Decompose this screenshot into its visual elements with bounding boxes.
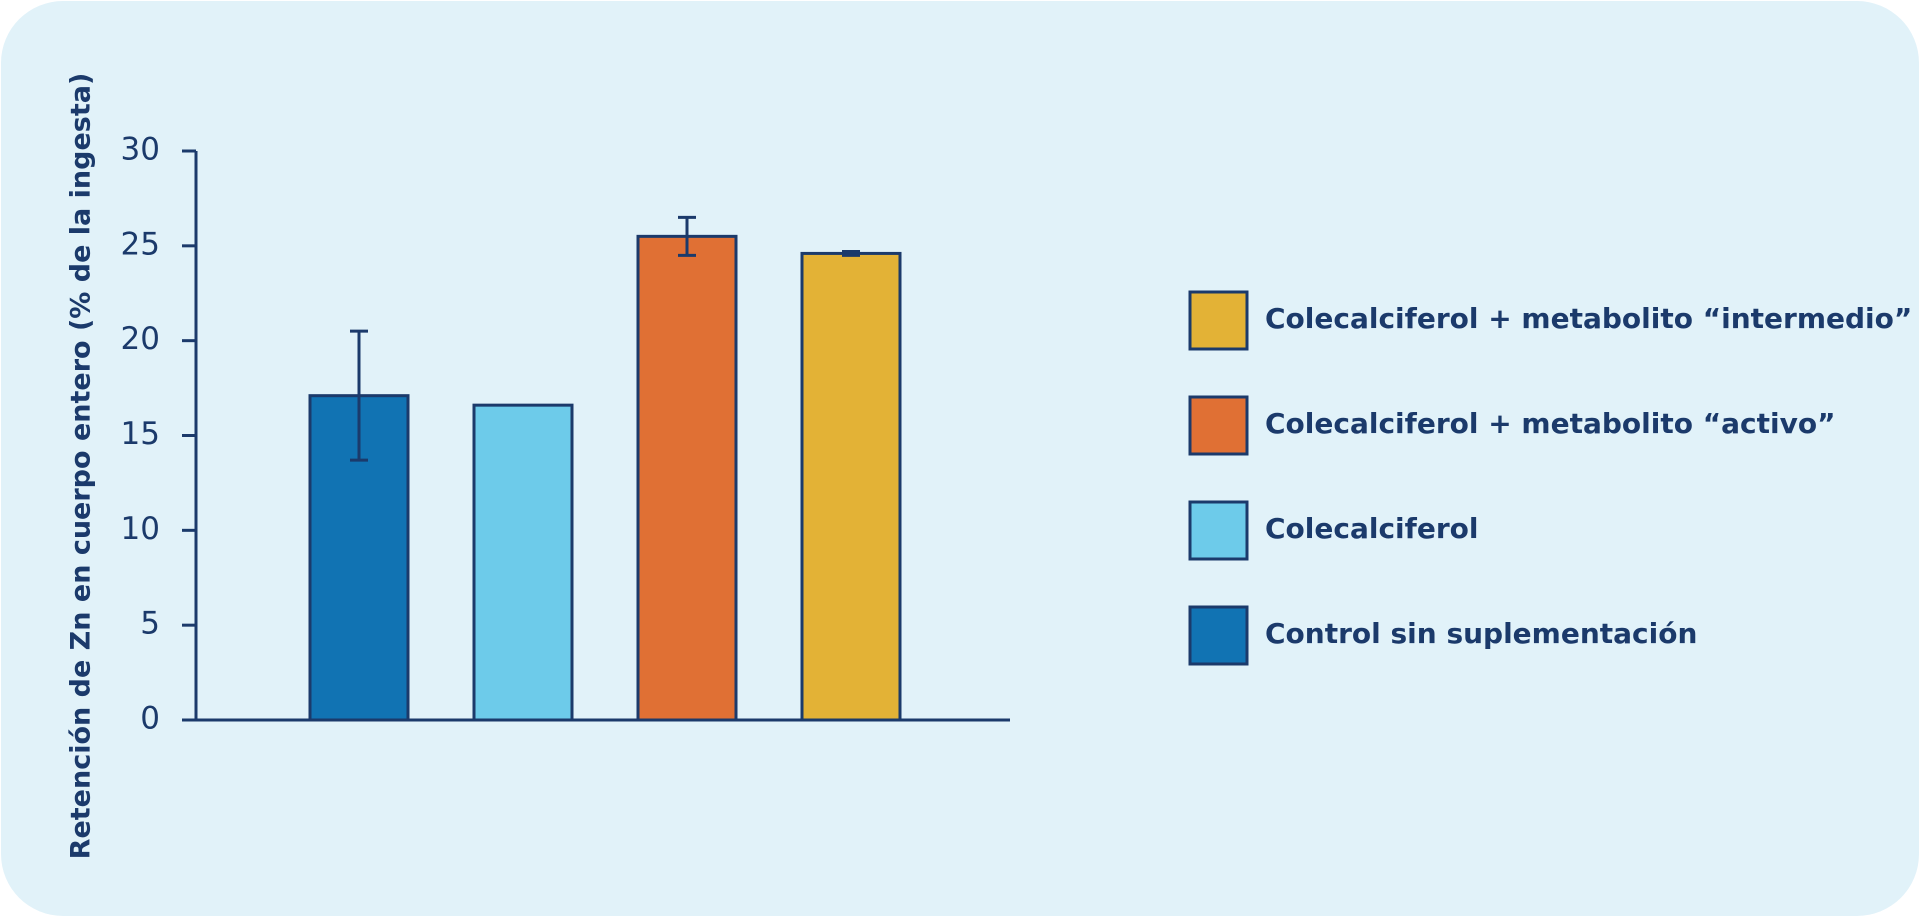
y-tick-label: 25 [121,226,160,262]
error-bar [350,329,368,462]
bar [800,251,902,722]
y-tick-label: 30 [121,132,160,168]
bar [472,403,574,722]
y-tick-label: 5 [140,606,160,642]
legend-label: Colecalciferol + metabolito “activo” [1265,407,1836,440]
legend-swatch [1188,395,1249,456]
error-bar [678,215,696,257]
legend-label: Control sin suplementación [1265,617,1697,650]
legend-swatch [1188,605,1249,666]
legend-label: Colecalciferol + metabolito “intermedio” [1265,302,1912,335]
bar [636,234,738,722]
legend-swatch [1188,290,1249,351]
error-bar [842,250,860,257]
legend-swatch [1188,500,1249,561]
y-axis-label: Retención de Zn en cuerpo entero (% de l… [66,73,97,860]
y-tick-label: 15 [121,416,160,452]
legend-label: Colecalciferol [1265,512,1478,545]
y-tick-label: 20 [121,321,160,357]
y-tick-label: 10 [121,511,160,547]
y-tick-label: 0 [140,701,160,737]
